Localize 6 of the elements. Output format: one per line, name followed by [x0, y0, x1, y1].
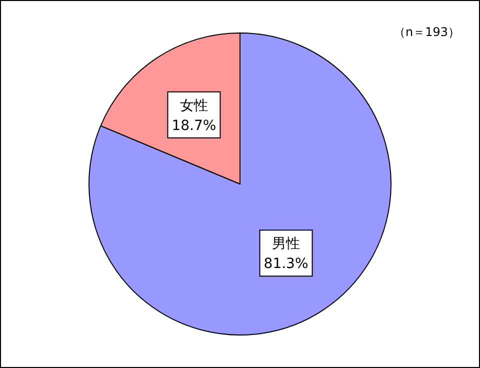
slice-label: 男性	[272, 236, 300, 252]
slice-label: 女性	[180, 98, 208, 114]
data-label: 81.3%	[264, 256, 308, 272]
pie-slice	[88, 32, 392, 336]
data-label: 18.7%	[172, 118, 216, 134]
text: （n＝193）	[393, 25, 460, 39]
